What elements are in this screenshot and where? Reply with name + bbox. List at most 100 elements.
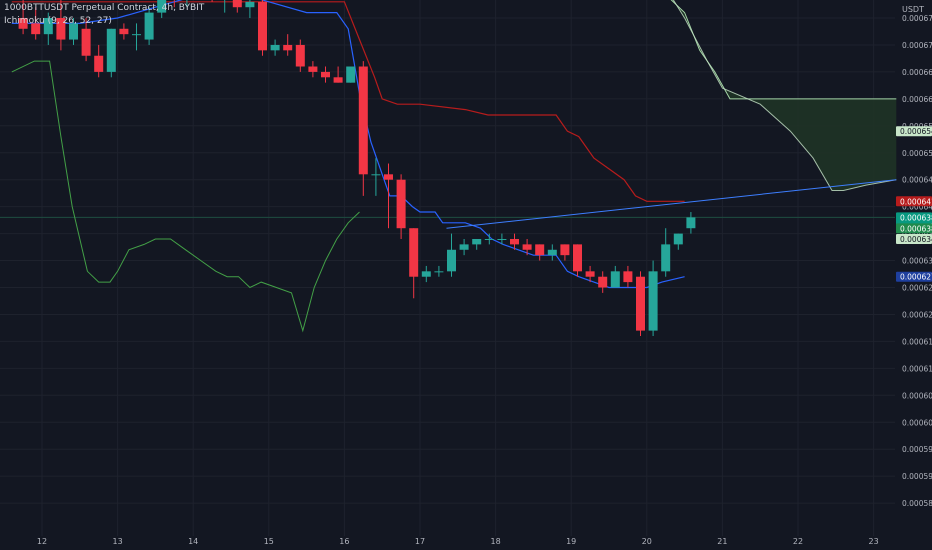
candle <box>396 174 406 239</box>
candle-body <box>497 238 507 240</box>
candle <box>295 39 305 72</box>
candle-body <box>245 1 255 8</box>
x-tick-label: 16 <box>339 537 349 546</box>
price-label-bg <box>896 223 932 234</box>
candle-body <box>144 12 154 40</box>
candle-body <box>434 271 444 273</box>
candle-body <box>43 18 53 35</box>
candle <box>224 0 226 13</box>
candle <box>547 244 557 261</box>
candle-body <box>585 271 595 277</box>
candle-body <box>396 179 406 229</box>
candle-body <box>686 217 696 229</box>
candle <box>132 23 141 51</box>
y-tick-label: 0.000595 <box>902 445 932 454</box>
candle <box>510 233 519 250</box>
candle <box>119 23 129 40</box>
candle-body <box>547 249 557 256</box>
price-label-bg <box>896 196 932 207</box>
indicator-lines <box>0 0 897 333</box>
candle <box>346 66 356 83</box>
candle-body <box>157 0 167 13</box>
candle <box>358 61 368 196</box>
candle-body <box>522 244 532 250</box>
price-labels: 0.0006540.0006410.00063803:06:040.000638… <box>896 126 932 282</box>
candle <box>333 66 343 83</box>
price-label-text: 0.000638 <box>900 224 932 233</box>
y-tick-label: 0.000625 <box>902 284 932 293</box>
candle-body <box>333 77 343 83</box>
candle-body <box>31 23 41 35</box>
x-tick-label: 14 <box>188 537 198 546</box>
candle-body <box>283 44 293 51</box>
conversion-line <box>11 0 685 289</box>
currency-label: USDT <box>902 5 924 14</box>
price-label-text: 0.000641 <box>900 197 932 206</box>
candle <box>472 238 482 250</box>
candle <box>69 18 79 45</box>
price-label: 0.000634 <box>896 233 932 244</box>
price-label-bg <box>896 126 932 137</box>
candle <box>560 244 570 261</box>
candle <box>535 244 545 261</box>
candle <box>636 271 646 337</box>
y-tick-label: 0.000665 <box>902 68 932 77</box>
candle-body <box>636 276 646 331</box>
candle <box>661 228 671 277</box>
candle-body <box>295 44 305 67</box>
candle-body <box>598 276 608 288</box>
y-tick-label: 0.000585 <box>902 499 932 508</box>
candle-body <box>484 238 494 240</box>
x-tick-label: 21 <box>717 537 727 546</box>
x-tick-label: 17 <box>415 537 425 546</box>
candle-body <box>560 244 570 256</box>
candle <box>245 0 255 18</box>
candle <box>31 7 41 40</box>
candle <box>522 238 532 256</box>
candle-body <box>270 44 280 51</box>
candle <box>56 0 66 51</box>
span-a-line <box>670 0 897 100</box>
y-tick-label: 0.000645 <box>902 176 932 185</box>
candle-body <box>56 18 66 40</box>
lagging-span-line <box>11 60 360 333</box>
candle <box>144 7 154 45</box>
price-label: 0.000638 <box>896 223 932 234</box>
x-tick-label: 19 <box>566 537 576 546</box>
ichimoku-cloud <box>670 0 897 191</box>
candle-body <box>232 0 242 8</box>
price-label-bg <box>896 271 932 282</box>
time-axis[interactable]: 12 13 14 15 16 17 18 19 20 21 22 23 <box>37 537 879 546</box>
candle-body <box>572 244 582 272</box>
x-tick-label: 22 <box>793 537 803 546</box>
candle-body <box>106 28 116 72</box>
candle <box>186 0 188 8</box>
candle <box>459 238 469 256</box>
symbol-legend[interactable]: 1000BTTUSDT Perpetual Contract, 4h, BYBI… <box>4 3 205 13</box>
candle-body <box>132 34 141 36</box>
candle <box>648 260 658 337</box>
candle-body <box>661 244 671 272</box>
x-tick-label: 13 <box>113 537 123 546</box>
candle <box>623 265 633 288</box>
x-tick-label: 23 <box>869 537 879 546</box>
candle-body <box>421 271 431 277</box>
span-b-line <box>672 0 897 191</box>
y-tick-label: 0.000615 <box>902 337 932 346</box>
candle <box>321 66 330 83</box>
candle <box>421 265 431 283</box>
candle <box>43 12 53 45</box>
indicator-legend[interactable]: Ichimoku (9, 26, 52, 27) <box>4 16 112 26</box>
candle <box>497 233 507 245</box>
price-label-bg <box>896 233 932 244</box>
candle <box>673 233 683 250</box>
candle <box>18 0 28 35</box>
trendline <box>446 179 897 229</box>
